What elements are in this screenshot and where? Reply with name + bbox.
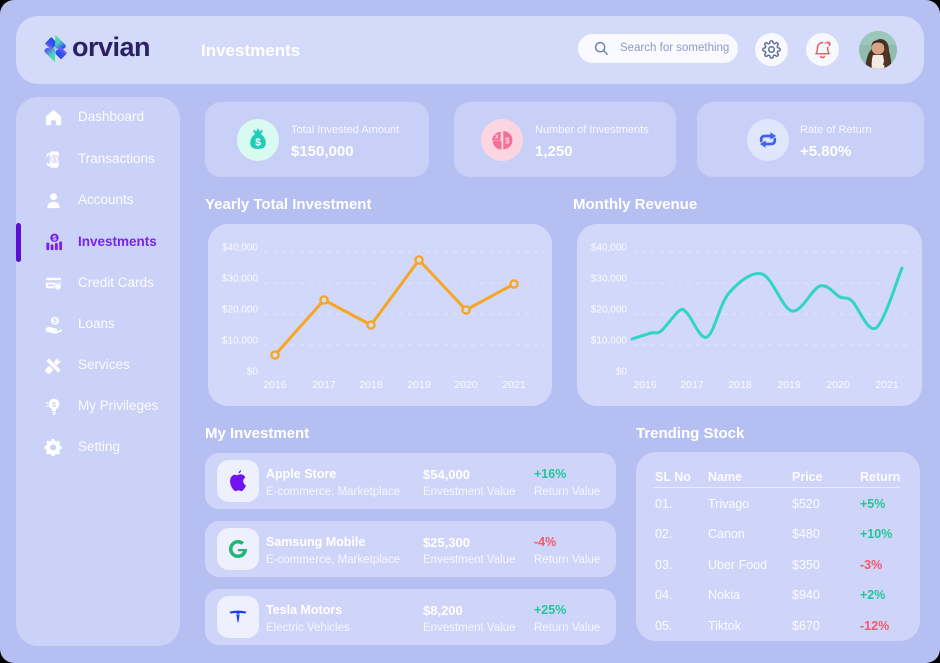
svg-text:$30,000: $30,000 bbox=[222, 274, 259, 285]
svg-text:$: $ bbox=[52, 156, 56, 164]
svg-text:$40,000: $40,000 bbox=[591, 243, 628, 254]
svg-text:$: $ bbox=[52, 400, 57, 409]
svg-text:2018: 2018 bbox=[728, 379, 752, 391]
svg-text:↓: ↓ bbox=[56, 284, 59, 291]
svg-text:2020: 2020 bbox=[454, 379, 478, 391]
svg-text:x: x bbox=[495, 134, 499, 141]
svg-text:2020: 2020 bbox=[826, 379, 850, 391]
svg-text:$: $ bbox=[505, 136, 510, 145]
svg-text:$40,000: $40,000 bbox=[222, 243, 259, 254]
svg-text:2021: 2021 bbox=[502, 379, 526, 391]
svg-text:2017: 2017 bbox=[312, 379, 336, 391]
svg-text:2019: 2019 bbox=[407, 379, 431, 391]
svg-text:$10,000: $10,000 bbox=[591, 336, 628, 347]
svg-text:$20,000: $20,000 bbox=[222, 305, 259, 316]
svg-text:2021: 2021 bbox=[875, 379, 899, 391]
svg-text:$0: $0 bbox=[616, 367, 628, 378]
svg-text:$20,000: $20,000 bbox=[591, 305, 628, 316]
svg-text:2016: 2016 bbox=[263, 379, 287, 391]
svg-text:2016: 2016 bbox=[633, 379, 657, 391]
svg-text:$30,000: $30,000 bbox=[591, 274, 628, 285]
svg-text:$10,000: $10,000 bbox=[222, 336, 259, 347]
svg-text:2018: 2018 bbox=[359, 379, 383, 391]
svg-text:$: $ bbox=[52, 233, 57, 242]
svg-text:$: $ bbox=[255, 136, 261, 148]
svg-text:2017: 2017 bbox=[680, 379, 704, 391]
svg-text:$0: $0 bbox=[247, 367, 259, 378]
svg-text:$: $ bbox=[53, 317, 57, 325]
svg-text:2019: 2019 bbox=[777, 379, 801, 391]
